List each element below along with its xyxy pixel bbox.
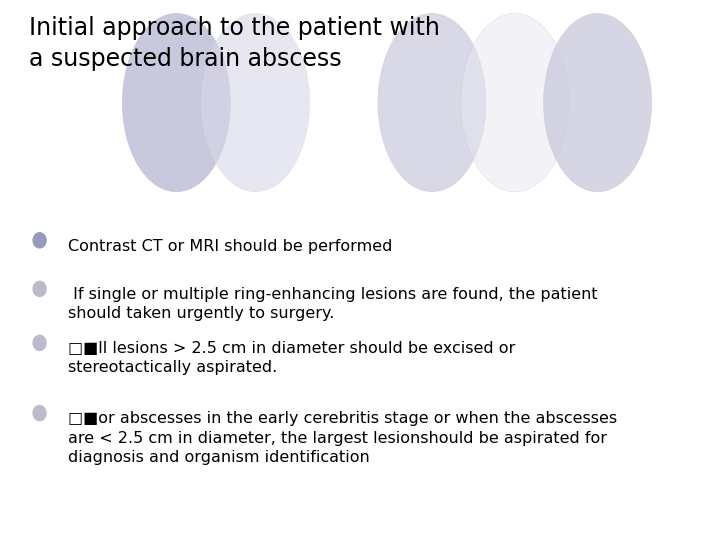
Text: □■ll lesions > 2.5 cm in diameter should be excised or
stereotactically aspirate: □■ll lesions > 2.5 cm in diameter should… bbox=[68, 341, 516, 375]
Ellipse shape bbox=[33, 233, 46, 248]
Ellipse shape bbox=[544, 14, 652, 192]
Text: Initial approach to the patient with
a suspected brain abscess: Initial approach to the patient with a s… bbox=[29, 16, 440, 71]
Ellipse shape bbox=[33, 406, 46, 421]
Text: If single or multiple ring-enhancing lesions are found, the patient
should taken: If single or multiple ring-enhancing les… bbox=[68, 287, 598, 321]
Ellipse shape bbox=[33, 335, 46, 350]
Ellipse shape bbox=[202, 14, 310, 192]
Ellipse shape bbox=[33, 281, 46, 296]
Ellipse shape bbox=[122, 14, 230, 192]
Text: Contrast CT or MRI should be performed: Contrast CT or MRI should be performed bbox=[68, 239, 393, 254]
Text: □■or abscesses in the early cerebritis stage or when the abscesses
are < 2.5 cm : □■or abscesses in the early cerebritis s… bbox=[68, 411, 618, 465]
Ellipse shape bbox=[378, 14, 486, 192]
Ellipse shape bbox=[461, 14, 569, 192]
